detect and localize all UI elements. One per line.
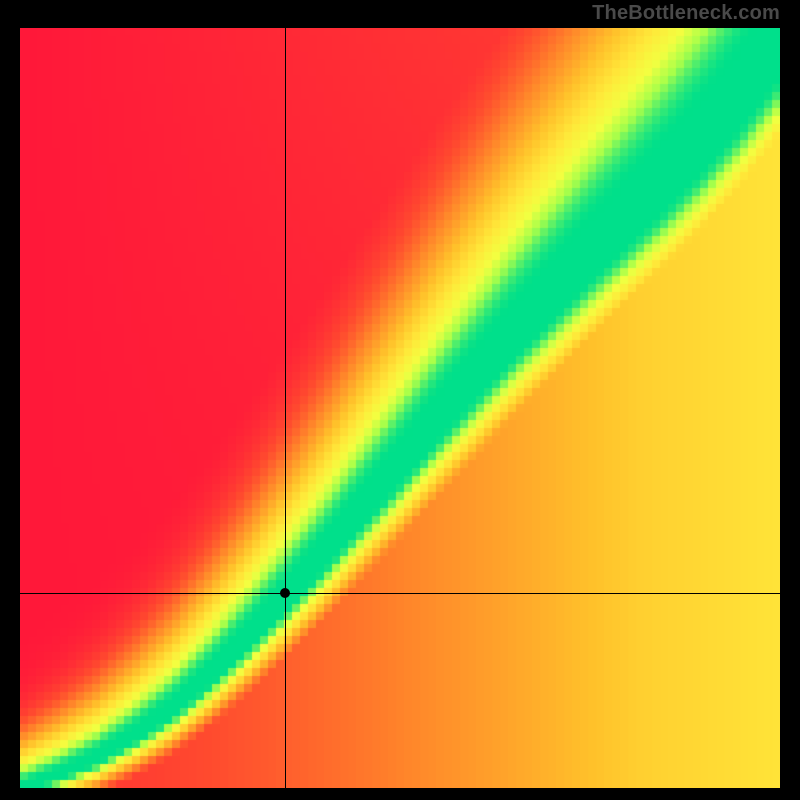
watermark-text: TheBottleneck.com — [592, 2, 780, 25]
heatmap-plot — [20, 28, 780, 788]
chart-frame: TheBottleneck.com — [0, 0, 800, 800]
heatmap-canvas — [20, 28, 780, 788]
